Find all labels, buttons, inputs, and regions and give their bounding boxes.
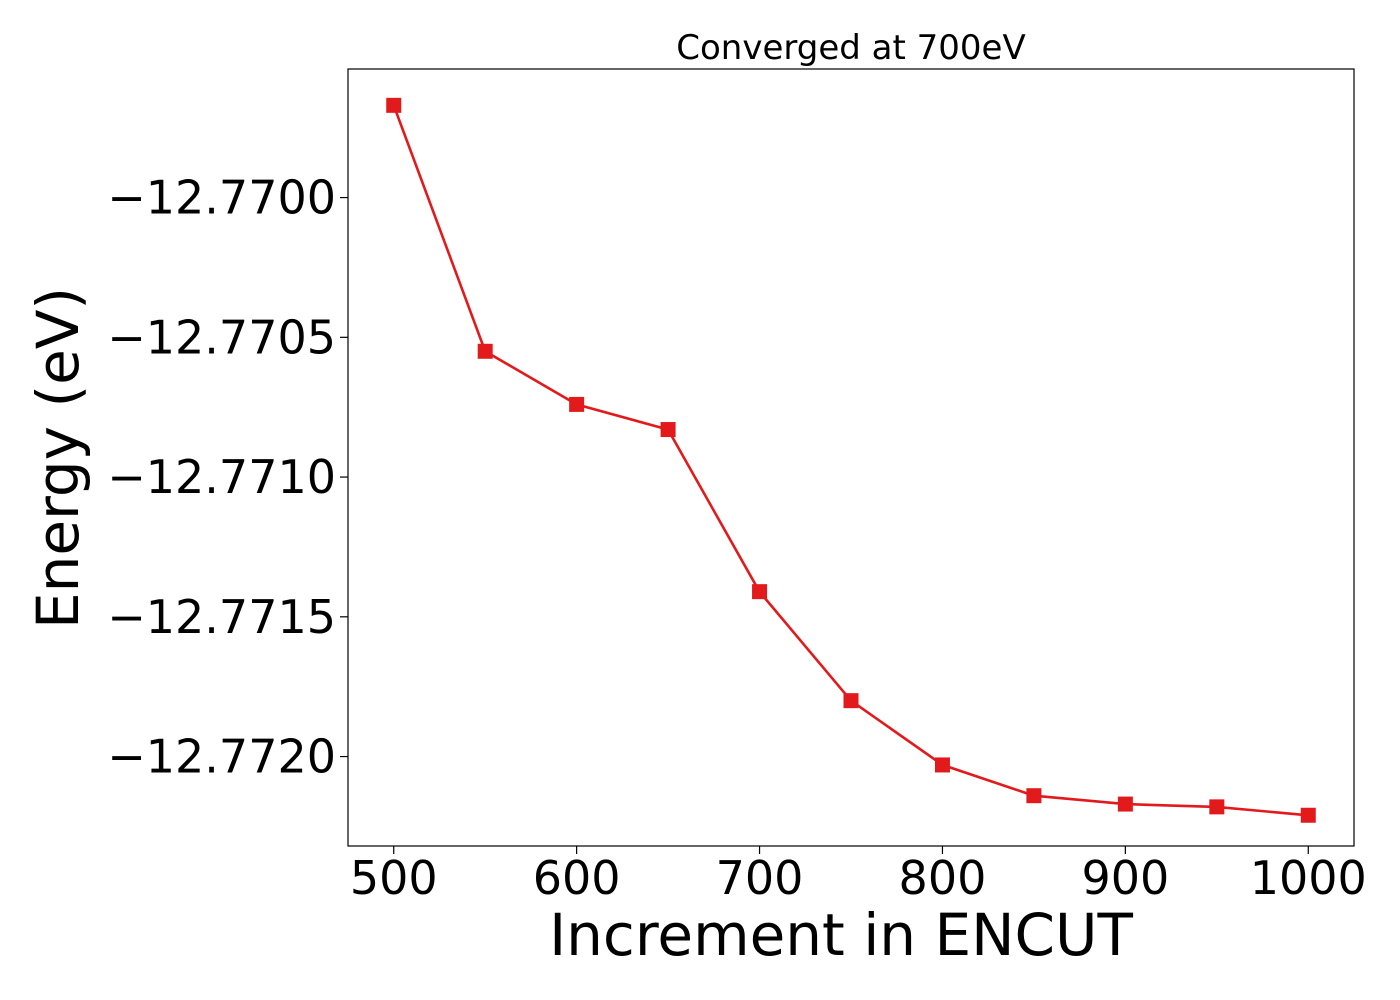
- data-point-marker: [934, 757, 950, 773]
- y-tick-label: −12.7700: [107, 171, 336, 225]
- x-axis-label: Increment in ENCUT: [549, 901, 1133, 969]
- data-point-marker: [752, 584, 768, 600]
- x-tick-label: 900: [1081, 851, 1169, 905]
- data-point-marker: [569, 396, 585, 412]
- y-axis: −12.7720 −12.7715 −12.7710 −12.7705 −12.7700: [107, 171, 348, 784]
- data-point-marker: [477, 343, 493, 359]
- data-point-marker: [660, 422, 676, 438]
- data-point-marker: [843, 693, 859, 709]
- x-axis: 500 600 700 800 900 1000: [350, 846, 1367, 905]
- plot-area-frame: [347, 68, 1355, 847]
- x-tick-label: 700: [716, 851, 804, 905]
- data-point-marker: [1026, 788, 1042, 804]
- data-point-marker: [1117, 796, 1133, 812]
- x-tick-label: 500: [350, 851, 438, 905]
- x-tick-label: 600: [533, 851, 621, 905]
- y-tick-label: −12.7710: [107, 450, 336, 504]
- y-axis-label: Energy (eV): [24, 287, 92, 629]
- x-tick-label: 1000: [1250, 851, 1367, 905]
- chart-title: Converged at 700eV: [676, 28, 1025, 68]
- data-point-marker: [386, 97, 402, 113]
- y-tick-label: −12.7720: [107, 730, 336, 784]
- series-line: [392, 104, 1309, 817]
- y-tick-label: −12.7715: [107, 590, 336, 644]
- y-tick-label: −12.7705: [107, 310, 336, 364]
- x-tick-label: 800: [899, 851, 987, 905]
- series-layer: [386, 97, 1316, 823]
- data-point-marker: [1300, 807, 1316, 823]
- data-point-marker: [1209, 799, 1225, 815]
